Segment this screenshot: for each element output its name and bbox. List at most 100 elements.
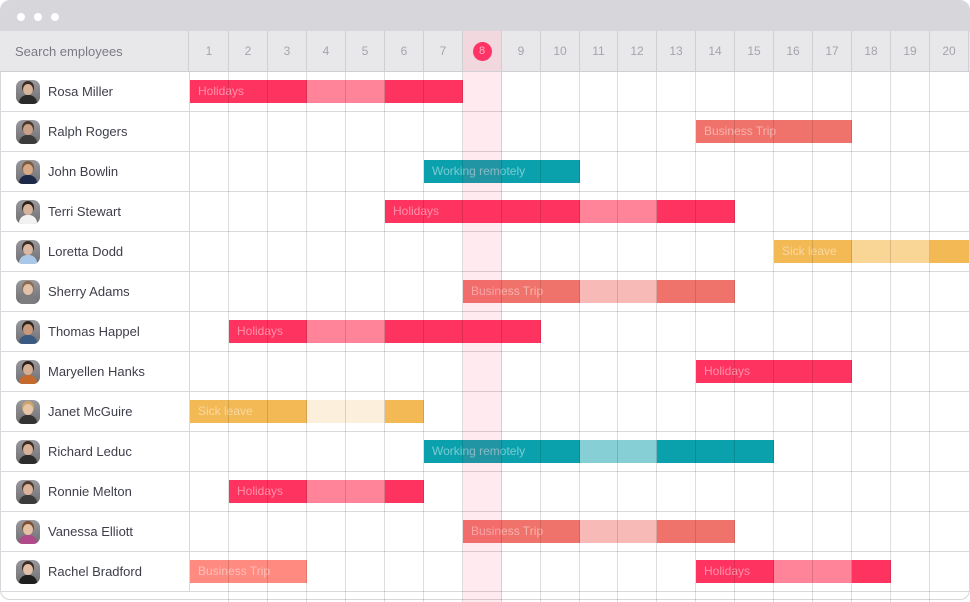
day-header-17[interactable]: 17 bbox=[813, 31, 852, 71]
schedule-grid: Rosa Miller Holidays Ralph Rogers Business… bbox=[0, 72, 970, 602]
day-header-16[interactable]: 16 bbox=[774, 31, 813, 71]
employee-cell[interactable]: Thomas Happel bbox=[0, 312, 190, 351]
employee-cell[interactable]: Janet McGuire bbox=[0, 392, 190, 431]
employee-row: Rosa Miller Holidays bbox=[0, 72, 970, 112]
day-header-20[interactable]: 20 bbox=[930, 31, 969, 71]
bar-segment bbox=[385, 480, 424, 503]
employee-cell[interactable]: Vanessa Elliott bbox=[0, 512, 190, 551]
absence-bar-holidays[interactable]: Holidays bbox=[229, 480, 424, 503]
day-header-18[interactable]: 18 bbox=[852, 31, 891, 71]
employee-name: Maryellen Hanks bbox=[48, 364, 145, 379]
bar-segment bbox=[424, 440, 580, 463]
absence-bar-working-remotely[interactable]: Working remotely bbox=[424, 440, 774, 463]
employee-cell[interactable]: Richard Leduc bbox=[0, 432, 190, 471]
bar-segment bbox=[307, 400, 385, 423]
avatar bbox=[16, 479, 40, 504]
absence-bar-business-trip[interactable]: Business Trip bbox=[463, 520, 735, 543]
absence-bar-holidays[interactable]: Holidays bbox=[696, 360, 852, 383]
bar-segment bbox=[696, 560, 774, 583]
bar-segment bbox=[580, 440, 657, 463]
employee-row: Rachel Bradford Business Trip Holidays bbox=[0, 552, 970, 592]
employee-name: Rachel Bradford bbox=[48, 564, 142, 579]
employee-row: Thomas Happel Holidays bbox=[0, 312, 970, 352]
day-header-14[interactable]: 14 bbox=[696, 31, 735, 71]
day-header-9[interactable]: 9 bbox=[502, 31, 541, 71]
employee-cell[interactable]: Rosa Miller bbox=[0, 72, 190, 111]
day-header-3[interactable]: 3 bbox=[268, 31, 307, 71]
day-header-1[interactable]: 1 bbox=[190, 31, 229, 71]
employee-name: Sherry Adams bbox=[48, 284, 130, 299]
absence-bar-holidays[interactable]: Holidays bbox=[385, 200, 735, 223]
employee-cell[interactable]: John Bowlin bbox=[0, 152, 190, 191]
bar-segment bbox=[774, 240, 852, 263]
employee-row: Maryellen Hanks Holidays bbox=[0, 352, 970, 392]
bar-segment bbox=[696, 360, 852, 383]
bar-segment bbox=[190, 80, 307, 103]
employee-name: Richard Leduc bbox=[48, 444, 132, 459]
employee-row: John Bowlin Working remotely bbox=[0, 152, 970, 192]
absence-bar-sick-leave[interactable]: Sick leave bbox=[190, 400, 424, 423]
employee-name: Ronnie Melton bbox=[48, 484, 132, 499]
bar-segment bbox=[385, 200, 580, 223]
absence-bar-sick-leave[interactable]: Sick leave bbox=[774, 240, 969, 263]
absence-bar-business-trip[interactable]: Business Trip bbox=[190, 560, 307, 583]
employee-cell[interactable]: Ronnie Melton bbox=[0, 472, 190, 511]
absence-bar-business-trip[interactable]: Business Trip bbox=[463, 280, 735, 303]
bar-segment bbox=[657, 280, 735, 303]
employee-cell[interactable]: Terri Stewart bbox=[0, 192, 190, 231]
bar-segment bbox=[657, 520, 735, 543]
avatar bbox=[16, 319, 40, 344]
bar-segment bbox=[852, 240, 930, 263]
absence-bar-holidays[interactable]: Holidays bbox=[229, 320, 541, 343]
employee-name: Vanessa Elliott bbox=[48, 524, 134, 539]
window-dot-icon[interactable] bbox=[51, 13, 59, 21]
window-dot-icon[interactable] bbox=[17, 13, 25, 21]
day-header-19[interactable]: 19 bbox=[891, 31, 930, 71]
avatar bbox=[16, 279, 40, 304]
employee-cell[interactable]: Sherry Adams bbox=[0, 272, 190, 311]
day-header-4[interactable]: 4 bbox=[307, 31, 346, 71]
absence-bar-working-remotely[interactable]: Working remotely bbox=[424, 160, 580, 183]
bar-segment bbox=[190, 560, 307, 583]
window-controls bbox=[17, 13, 59, 21]
bar-segment bbox=[696, 120, 852, 143]
day-header-13[interactable]: 13 bbox=[657, 31, 696, 71]
absence-bar-holidays[interactable]: Holidays bbox=[696, 560, 891, 583]
bar-segment bbox=[385, 400, 424, 423]
bar-segment bbox=[930, 240, 969, 263]
avatar bbox=[16, 519, 40, 544]
employee-row: Ronnie Melton Holidays bbox=[0, 472, 970, 512]
day-header-8[interactable]: 8 bbox=[463, 31, 502, 71]
employee-cell[interactable]: Rachel Bradford bbox=[0, 552, 190, 591]
day-header-10[interactable]: 10 bbox=[541, 31, 580, 71]
day-header-12[interactable]: 12 bbox=[618, 31, 657, 71]
day-header-7[interactable]: 7 bbox=[424, 31, 463, 71]
bar-segment bbox=[852, 560, 891, 583]
window-dot-icon[interactable] bbox=[34, 13, 42, 21]
employee-cell[interactable]: Ralph Rogers bbox=[0, 112, 190, 151]
bar-segment bbox=[463, 520, 580, 543]
employee-row: Sherry Adams Business Trip bbox=[0, 272, 970, 312]
day-header-11[interactable]: 11 bbox=[580, 31, 618, 71]
employee-cell[interactable]: Maryellen Hanks bbox=[0, 352, 190, 391]
absence-bar-business-trip[interactable]: Business Trip bbox=[696, 120, 852, 143]
day-header-5[interactable]: 5 bbox=[346, 31, 385, 71]
avatar bbox=[16, 159, 40, 184]
avatar bbox=[16, 199, 40, 224]
bar-segment bbox=[657, 200, 735, 223]
day-header-15[interactable]: 15 bbox=[735, 31, 774, 71]
bar-segment bbox=[580, 280, 657, 303]
avatar bbox=[16, 559, 40, 584]
day-header-6[interactable]: 6 bbox=[385, 31, 424, 71]
bar-segment bbox=[307, 80, 385, 103]
avatar bbox=[16, 239, 40, 264]
employee-row: Janet McGuire Sick leave bbox=[0, 392, 970, 432]
avatar bbox=[16, 399, 40, 424]
employee-cell[interactable]: Loretta Dodd bbox=[0, 232, 190, 271]
search-employees-input[interactable] bbox=[0, 31, 189, 71]
bar-segment bbox=[385, 80, 463, 103]
bar-segment bbox=[229, 320, 307, 343]
absence-bar-holidays[interactable]: Holidays bbox=[190, 80, 463, 103]
day-header-2[interactable]: 2 bbox=[229, 31, 268, 71]
